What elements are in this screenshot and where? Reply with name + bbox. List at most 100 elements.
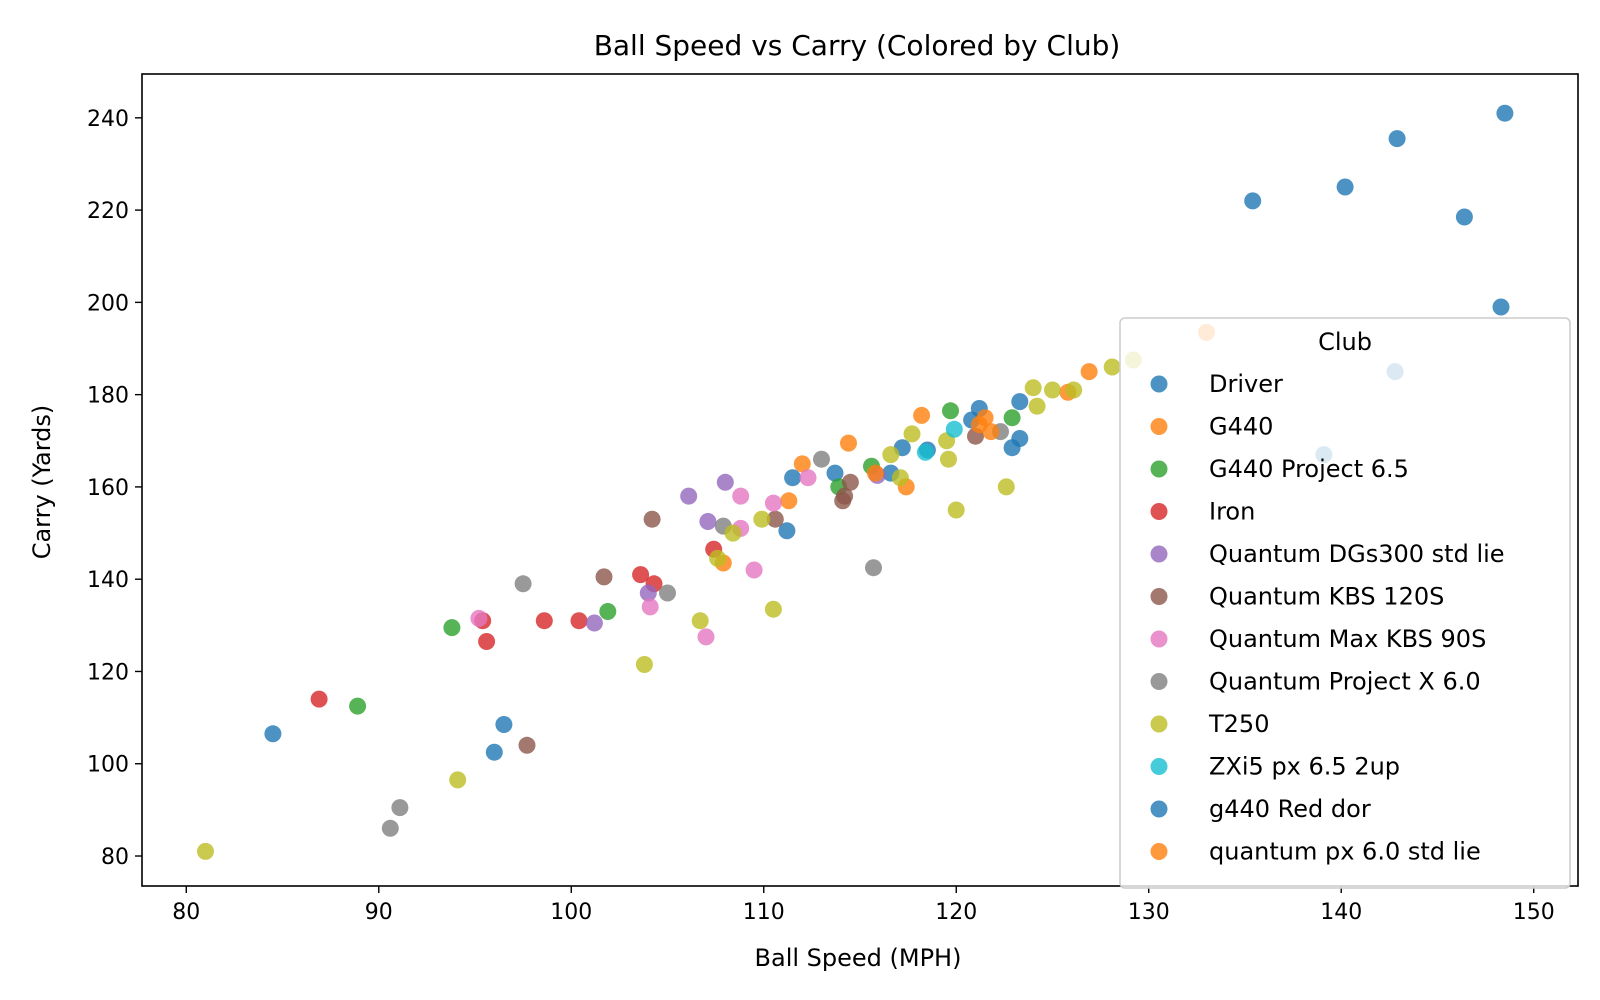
data-point-0-14 [1244,192,1262,210]
data-point-0-18 [1492,298,1510,316]
x-tick-label-5: 130 [1128,900,1170,925]
data-point-7-1 [391,799,409,817]
data-point-11-2 [982,423,1000,441]
data-point-8-9 [891,469,909,487]
legend-label-0: Driver [1209,370,1283,398]
y-tick-label-8: 240 [87,107,129,132]
data-point-2-2 [599,603,617,620]
data-point-7-6 [865,559,882,577]
data-point-1-1 [780,492,798,510]
data-point-6-7 [799,469,817,487]
data-point-1-3 [840,434,857,452]
x-axis-label: Ball Speed (MPH) [755,944,962,972]
data-point-9-1 [945,420,963,438]
y-tick-label-0: 80 [101,845,129,870]
data-point-8-17 [1044,381,1061,399]
data-point-4-1 [639,584,657,602]
data-point-2-5 [942,402,959,420]
legend-label-8: T250 [1208,710,1269,738]
data-point-8-3 [691,612,709,630]
data-point-0-4 [784,469,802,487]
data-point-6-2 [697,628,715,646]
legend-marker-9 [1150,758,1168,775]
data-point-4-0 [585,614,603,632]
data-point-4-2 [680,487,698,505]
legend-label-5: Quantum KBS 120S [1209,583,1444,611]
legend-label-7: Quantum Project X 6.0 [1209,668,1481,696]
data-points [197,104,1514,860]
data-point-6-4 [732,487,750,505]
data-point-6-0 [470,609,488,627]
data-point-3-3 [535,612,553,630]
legend-box [1119,317,1571,889]
data-point-8-10 [903,425,921,443]
data-point-7-5 [813,450,830,468]
data-point-8-15 [1024,379,1042,397]
data-point-5-3 [766,510,784,528]
data-point-0-12 [1011,430,1029,447]
axis-ticks: 80 90 100 110 120 130 140 150 80 100 120 140 160 180 2… [87,107,1555,925]
y-tick-label-5: 180 [87,384,129,409]
x-tick-label-0: 80 [172,900,200,925]
data-point-5-0 [518,736,536,754]
data-point-8-14 [997,478,1015,496]
y-tick-label-6: 200 [87,291,129,316]
data-point-11-0 [866,464,884,482]
x-tick-label-1: 90 [365,900,393,925]
data-point-2-1 [443,619,461,637]
data-point-0-1 [485,743,503,761]
y-tick-label-4: 160 [87,476,129,501]
data-point-4-4 [716,473,734,491]
x-tick-label-6: 140 [1320,900,1362,925]
data-point-0-3 [778,522,796,540]
data-point-8-2 [635,656,653,673]
data-point-5-1 [595,568,613,586]
legend-label-2: G440 Project 6.5 [1209,455,1409,483]
data-point-0-17 [1455,208,1473,226]
legend-label-9: ZXi5 px 6.5 2up [1209,753,1400,781]
data-point-5-2 [643,510,661,528]
data-point-6-1 [641,598,659,616]
data-point-8-7 [764,600,782,618]
legend-marker-4 [1150,545,1168,563]
legend-marker-11 [1150,843,1168,860]
x-tick-label-4: 120 [935,900,977,925]
legend-marker-8 [1150,715,1168,733]
data-point-8-12 [940,450,957,468]
data-point-3-2 [478,633,496,650]
data-point-1-5 [913,406,931,424]
data-point-8-0 [197,842,214,860]
data-point-1-8 [1080,363,1098,381]
data-point-3-4 [570,612,588,630]
legend-label-4: Quantum DGs300 std lie [1209,540,1505,568]
data-point-2-0 [349,697,367,715]
plot-area-border [141,73,1579,887]
data-point-1-2 [793,455,811,473]
data-point-8-4 [709,549,727,567]
data-point-0-13 [1011,393,1029,411]
data-point-0-16 [1388,130,1406,148]
data-point-0-0 [264,725,282,743]
x-tick-label-3: 110 [743,900,785,925]
data-point-0-5 [826,464,844,482]
data-point-7-2 [514,575,532,593]
data-point-7-3 [659,584,676,602]
data-point-6-6 [764,494,782,512]
data-point-8-16 [1028,397,1046,415]
data-point-8-6 [753,510,771,528]
y-tick-label-3: 140 [87,568,129,593]
legend-marker-5 [1150,588,1168,605]
data-point-0-19 [1496,104,1514,122]
data-point-2-6 [1003,409,1021,427]
y-tick-label-1: 100 [87,753,129,778]
data-point-9-0 [916,443,934,461]
axes-frame [141,73,1579,887]
data-point-3-0 [310,690,328,708]
legend: Club Driver G440 G440 Project 6.5 Iron Quantu… [1119,317,1571,889]
data-point-3-5 [632,566,650,584]
legend-marker-0 [1150,375,1168,393]
legend-label-10: g440 Red dor [1209,795,1371,823]
chart-title: Ball Speed vs Carry (Colored by Club) [594,29,1121,62]
legend-title: Club [1318,328,1372,356]
